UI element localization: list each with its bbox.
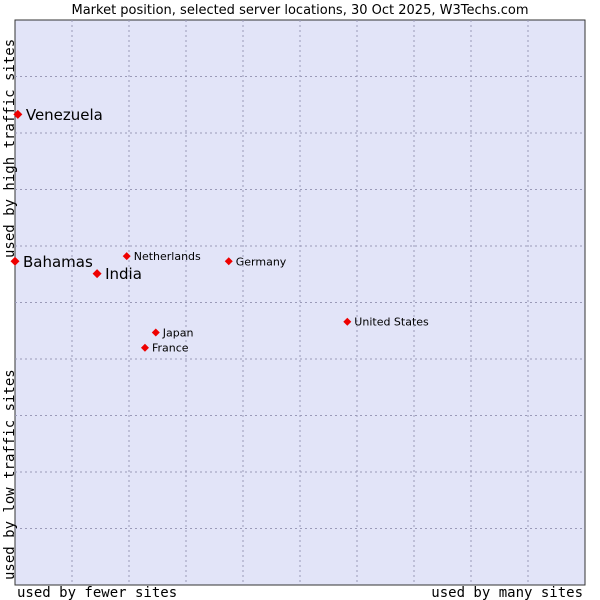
point-label-germany: Germany (236, 255, 287, 268)
point-label-france: France (152, 342, 189, 355)
x-axis-label-low: used by fewer sites (17, 585, 177, 600)
x-axis-label-high: used by many sites (431, 585, 583, 600)
point-france (140, 343, 149, 352)
point-venezuela (13, 109, 23, 119)
point-label-venezuela: Venezuela (26, 106, 103, 124)
chart-title: Market position, selected server locatio… (71, 3, 528, 18)
data-points: Venezuela Bahamas India Netherlands Germany U… (10, 106, 429, 355)
point-germany (224, 257, 233, 266)
point-label-united-states: United States (354, 316, 429, 329)
point-india (92, 269, 102, 279)
point-label-japan: Japan (162, 326, 194, 339)
point-label-netherlands: Netherlands (134, 250, 201, 263)
grid-lines (15, 20, 585, 585)
point-label-bahamas: Bahamas (23, 253, 93, 271)
point-united-states (343, 317, 352, 326)
y-axis-label-high: used by high traffic sites (2, 39, 18, 258)
point-netherlands (122, 252, 131, 261)
point-japan (151, 328, 160, 337)
point-label-india: India (105, 265, 142, 283)
y-axis-label-low: used by low traffic sites (2, 369, 18, 580)
point-bahamas (10, 256, 20, 266)
